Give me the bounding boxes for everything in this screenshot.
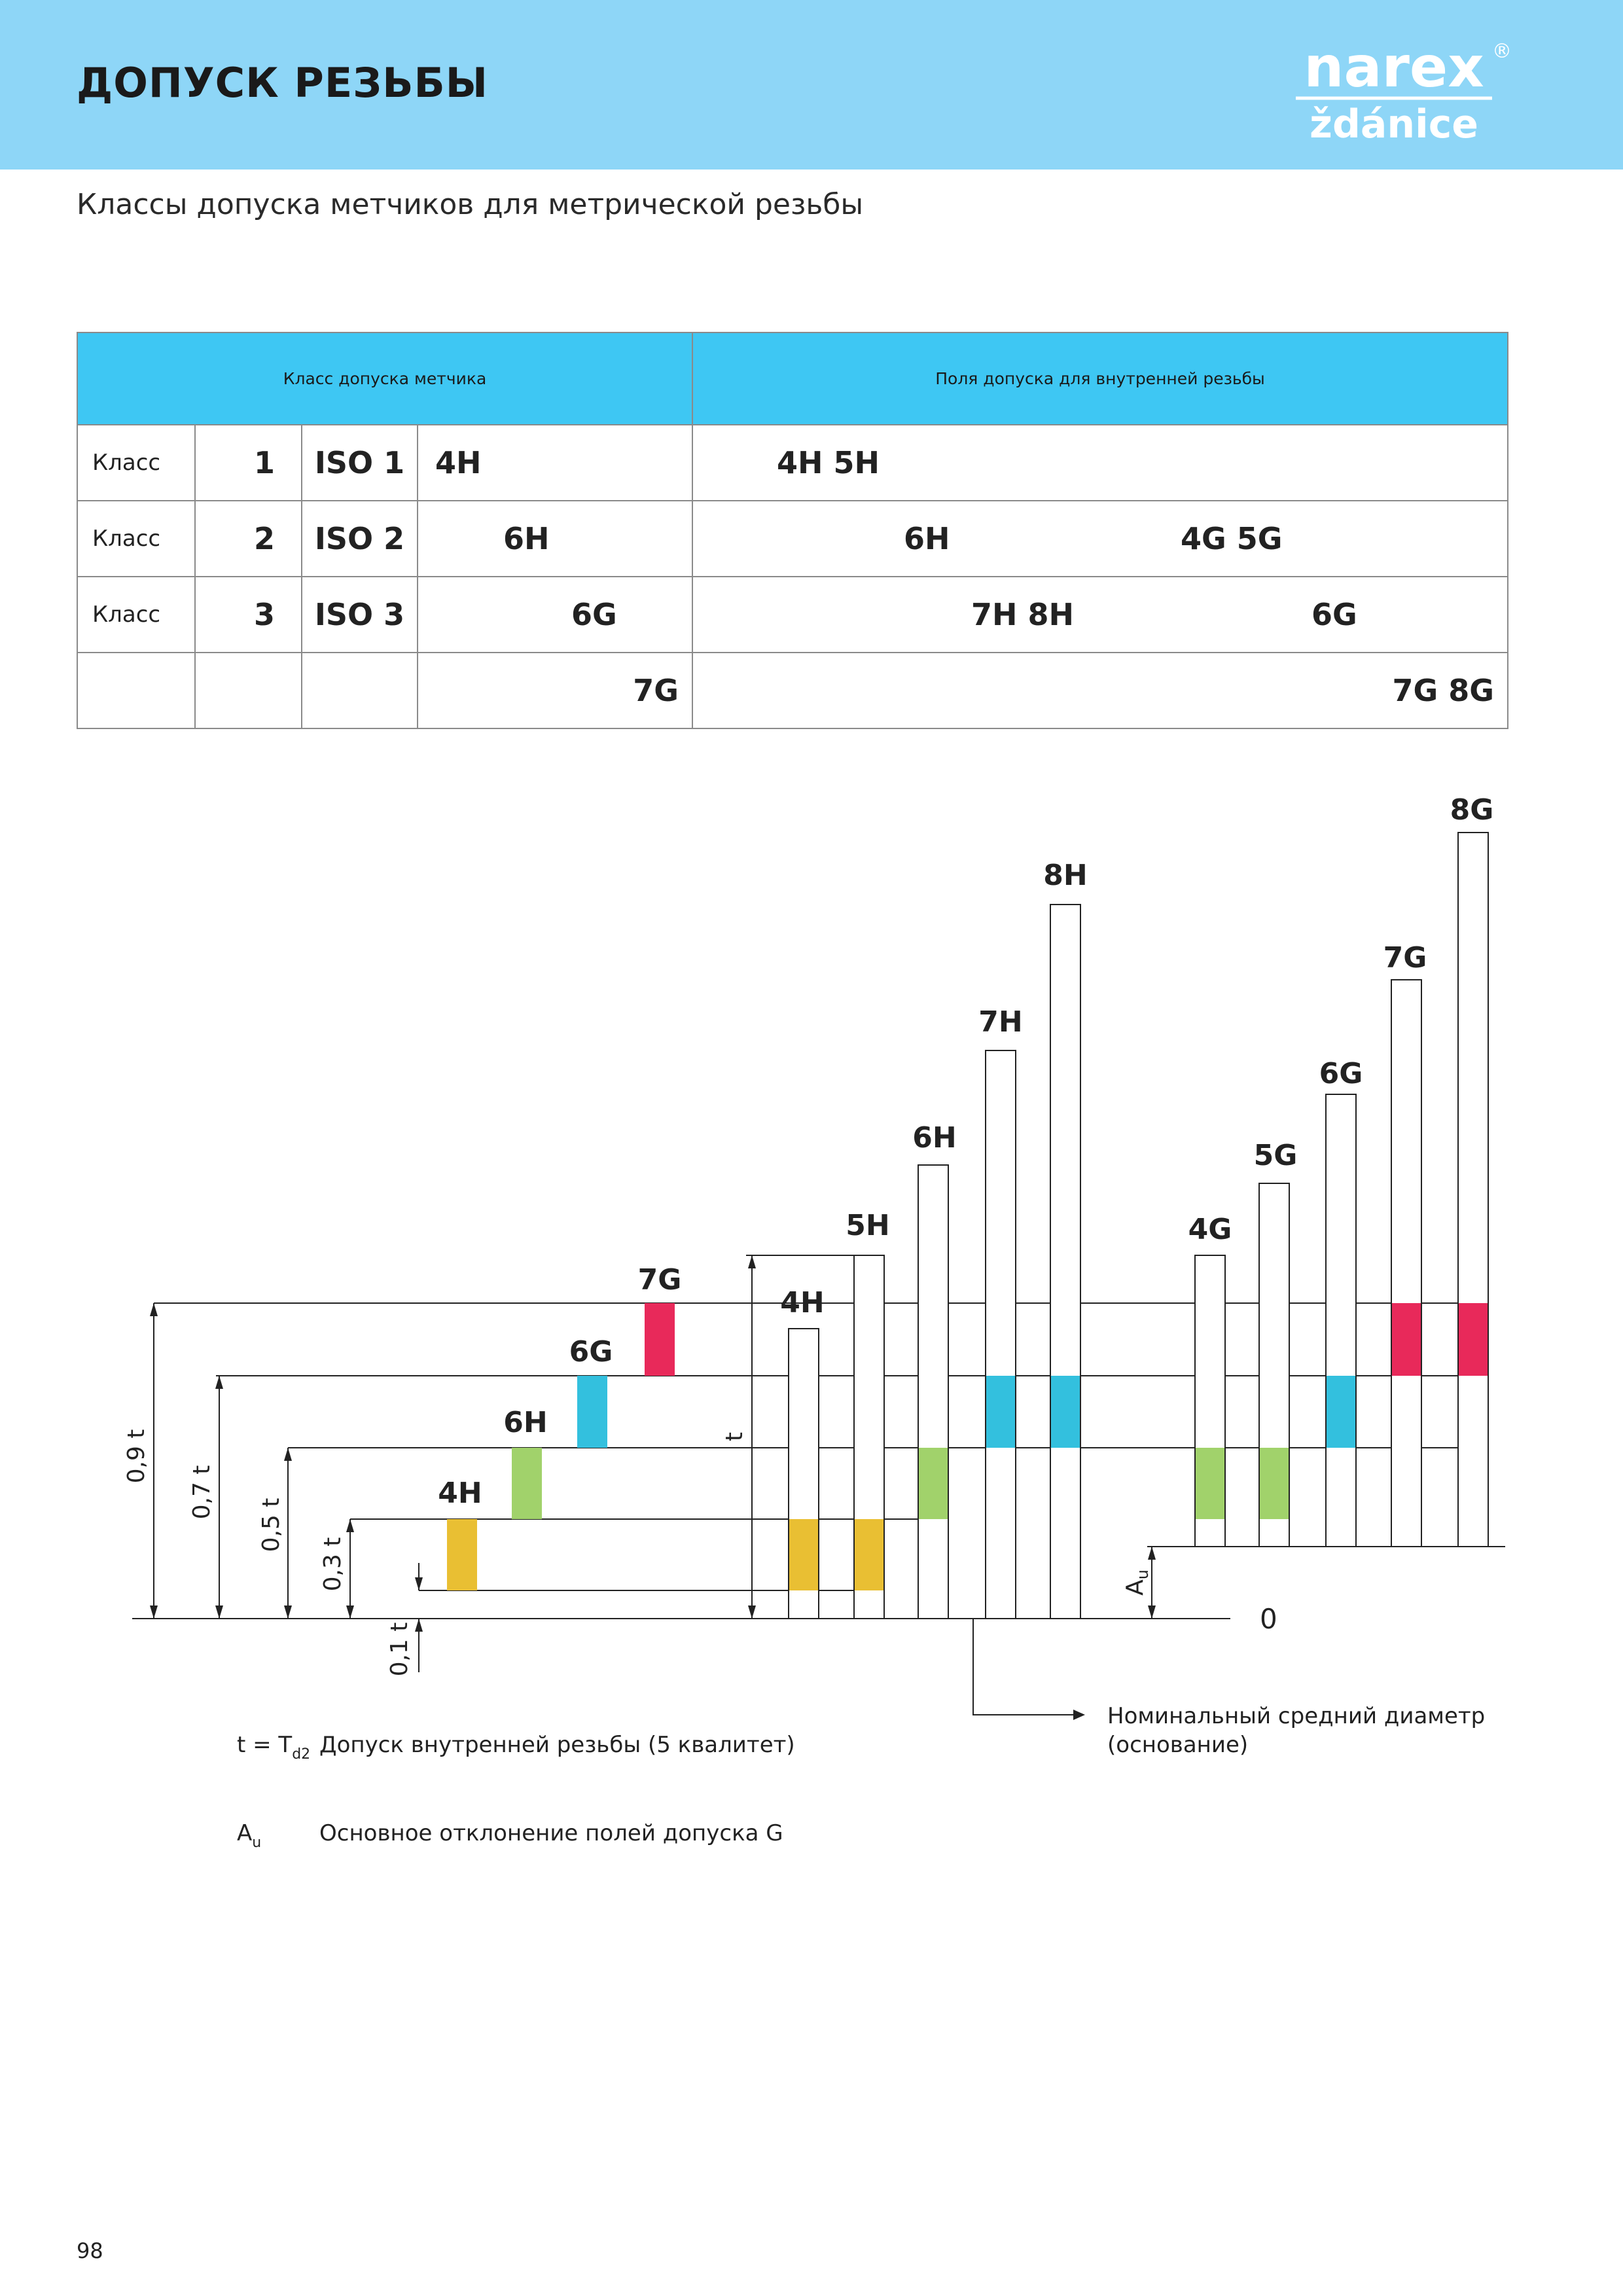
h-bar-7h [985, 1050, 1016, 1619]
g-label-5g: 5G [1254, 1139, 1298, 1172]
svg-text:®: ® [1492, 40, 1512, 63]
axis-label-09t: 0,9 t [123, 1429, 150, 1484]
table-row: 7G 7G 8G [77, 652, 1508, 729]
narex-logo: narex ždánice ® [1296, 35, 1512, 145]
tap-label-6g: 6G [569, 1335, 613, 1369]
table-row: Класс 1 ISO 1 4H 4H 5H [77, 424, 1508, 501]
svg-text:narex: narex [1304, 35, 1484, 100]
zero-label: 0 [1260, 1603, 1277, 1635]
tap-field: 6H [503, 521, 550, 556]
iso-class: ISO 3 [301, 576, 418, 653]
class-label [77, 652, 196, 729]
seg-4h [789, 1519, 818, 1590]
g-label-6g: 6G [1319, 1057, 1363, 1090]
subtitle: Классы допуска метчиков для метрической … [77, 188, 864, 221]
h-bar-6h [918, 1164, 949, 1619]
tap-field-cell: 4H [417, 424, 693, 501]
class-number: 1 [194, 424, 302, 501]
thread-fields-g: 4G 5G [1181, 521, 1283, 556]
thread-fields-cell: 7G 8G [692, 652, 1508, 729]
thread-fields-h: 4H 5H [777, 445, 880, 480]
class-number [194, 652, 302, 729]
g-bar-8g [1457, 832, 1489, 1547]
tap-field-cell: 6H [417, 500, 693, 577]
axis-label-03t: 0,3 t [319, 1537, 346, 1592]
g-label-7g: 7G [1383, 941, 1427, 975]
table-header-tap-class: Класс допуска метчика [77, 332, 693, 425]
seg-8h [1051, 1376, 1080, 1448]
page-number: 98 [77, 2238, 103, 2263]
h-label-8h: 8H [1043, 859, 1087, 892]
h-label-5h: 5H [846, 1209, 889, 1242]
seg-8g [1459, 1303, 1488, 1376]
class-label: Класс [77, 424, 196, 501]
tap-bar-7g [645, 1303, 675, 1376]
tap-field: 4H [435, 445, 482, 480]
axis-label-t: t [721, 1432, 748, 1441]
seg-6g [1327, 1376, 1355, 1448]
class-number: 3 [194, 576, 302, 653]
page-title: ДОПУСК РЕЗЬБЫ [77, 59, 488, 107]
axis-label-au: Au [1122, 1570, 1152, 1596]
h-label-6h: 6H [912, 1121, 956, 1155]
thread-fields-g: 7G 8G [1392, 673, 1494, 708]
tap-label-6h: 6H [503, 1406, 547, 1439]
tolerance-diagram: 4H 6H 6G 7G 4H 5H 6H 7H 8H 4G 5G 6G 7G 8… [123, 793, 1505, 1851]
h-label-4h: 4H [780, 1286, 824, 1319]
thread-fields-h: 7H 8H [971, 597, 1075, 632]
seg-7g [1392, 1303, 1421, 1376]
tap-label-4h: 4H [438, 1477, 482, 1510]
header-band: ДОПУСК РЕЗЬБЫ narex ždánice ® [0, 0, 1623, 170]
table-header-fields: Поля допуска для внутренней резьбы [692, 332, 1508, 425]
table-row: Класс 2 ISO 2 6H 6H 4G 5G [77, 500, 1508, 577]
tap-field: 6G [571, 597, 617, 632]
seg-5h [855, 1519, 883, 1590]
g-bar-6g [1325, 1094, 1357, 1547]
thread-fields-g: 6G [1311, 597, 1357, 632]
thread-fields-cell: 4H 5H [692, 424, 1508, 501]
axis-label-07t: 0,7 t [188, 1465, 215, 1520]
iso-class: ISO 1 [301, 424, 418, 501]
thread-fields-cell: 6H 4G 5G [692, 500, 1508, 577]
h-label-7h: 7H [978, 1005, 1022, 1039]
legend-au-symbol: Au [237, 1820, 261, 1851]
g-bar-7g [1391, 979, 1422, 1547]
seg-4g [1196, 1448, 1224, 1519]
class-label: Класс [77, 500, 196, 577]
tap-bar-6h [512, 1448, 542, 1519]
nominal-label-line1: Номинальный средний диаметр [1107, 1703, 1485, 1729]
tap-field-cell: 6G [417, 576, 693, 653]
legend-t-symbol: t = Td2 [237, 1732, 310, 1763]
tap-bar-4h [447, 1519, 477, 1590]
iso-class: ISO 2 [301, 500, 418, 577]
axis-label-01t: 0,1 t [386, 1623, 413, 1677]
axis-label-05t: 0,5 t [258, 1498, 285, 1552]
thread-fields-h: 6H [904, 521, 950, 556]
svg-text:ždánice: ždánice [1310, 101, 1478, 145]
thread-fields-cell: 7H 8H 6G [692, 576, 1508, 653]
seg-5g [1260, 1448, 1289, 1519]
seg-6h [919, 1448, 948, 1519]
tap-field: 7G [633, 673, 679, 708]
tap-field-cell: 7G [417, 652, 693, 729]
nominal-pointer [972, 1619, 1073, 1715]
class-number: 2 [194, 500, 302, 577]
iso-class [301, 652, 418, 729]
h-bar-8h [1050, 904, 1081, 1619]
nominal-label-line2: (основание) [1107, 1732, 1248, 1758]
tap-label-7g: 7G [638, 1263, 682, 1297]
g-label-8g: 8G [1450, 793, 1494, 827]
g-label-4g: 4G [1188, 1213, 1232, 1246]
seg-7h [986, 1376, 1015, 1448]
tap-bar-6g [577, 1376, 607, 1448]
table-row: Класс 3 ISO 3 6G 7H 8H 6G [77, 576, 1508, 653]
tolerance-table: Класс допуска метчика Поля допуска для в… [77, 332, 1508, 729]
legend-t-text: Допуск внутренней резьбы (5 квалитет) [319, 1732, 795, 1758]
class-label: Класс [77, 576, 196, 653]
legend-au-text: Основное отклонение полей допуска G [319, 1820, 783, 1846]
